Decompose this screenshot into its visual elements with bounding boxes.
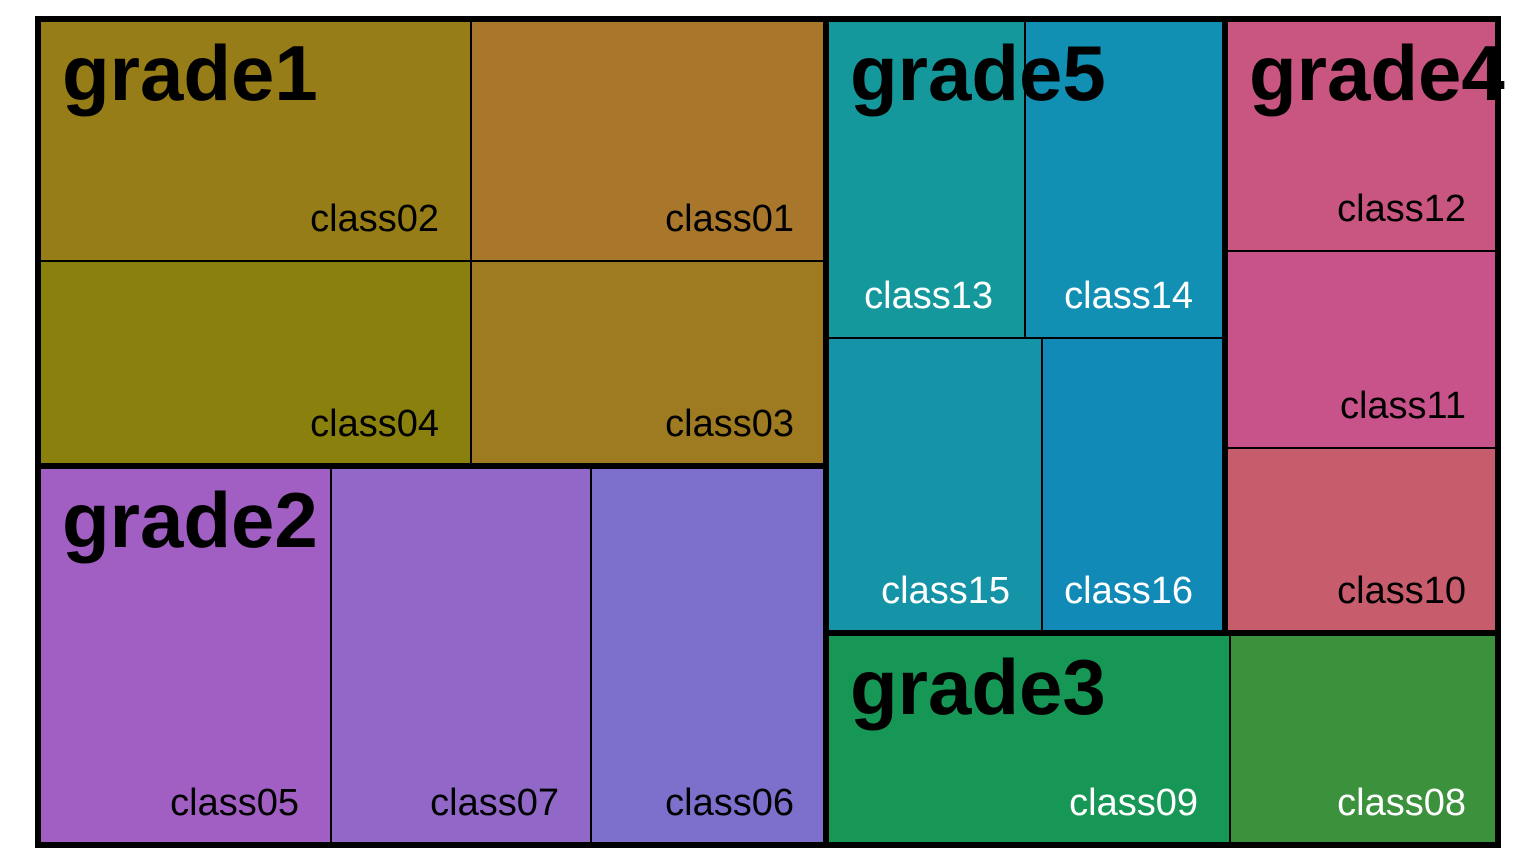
group-border-grade3 [823,630,1501,848]
treemap-cell-class05 [37,465,332,846]
treemap-cell-class04 [37,260,472,467]
treemap-cell-class09 [825,632,1231,846]
treemap-cell-class11 [1224,250,1499,449]
cell-label-class15: class15 [881,570,1010,612]
labels-layer: class02 class01 class04 class03 grade1 class0… [62,29,1505,824]
treemap-cell-class01 [470,18,827,262]
group-label-grade5: grade5 [850,29,1106,117]
treemap-cell-class06 [590,465,827,846]
cell-label-class05: class05 [170,782,299,824]
cell-label-class14: class14 [1064,275,1193,317]
cell-label-class09: class09 [1069,782,1198,824]
group-label-grade1: grade1 [62,29,318,117]
cell-label-class10: class10 [1337,570,1466,612]
cell-label-class03: class03 [665,403,794,445]
group-borders-layer [35,16,1501,848]
treemap-cell-class08 [1229,632,1499,846]
cells-layer [37,18,1499,846]
cell-label-class06: class06 [665,782,794,824]
cell-label-class16: class16 [1064,570,1193,612]
cell-label-class04: class04 [310,403,439,445]
cell-label-class11: class11 [1340,385,1466,427]
treemap-cell-class07 [330,465,592,846]
group-label-grade2: grade2 [62,476,318,564]
group-label-grade4: grade4 [1249,29,1505,117]
cell-label-class08: class08 [1337,782,1466,824]
treemap-cell-class02 [37,18,472,262]
treemap-cell-class13 [825,18,1026,339]
cell-label-class12: class12 [1337,188,1466,230]
cell-label-class13: class13 [864,275,993,317]
group-label-grade3: grade3 [850,643,1106,731]
cell-label-class01: class01 [665,198,794,240]
treemap-cell-class10 [1224,447,1499,634]
cell-label-class07: class07 [430,782,559,824]
treemap-cell-class15 [825,337,1043,634]
treemap-cell-class12 [1224,18,1499,252]
cell-label-class02: class02 [310,198,439,240]
treemap-cell-class03 [470,260,827,467]
